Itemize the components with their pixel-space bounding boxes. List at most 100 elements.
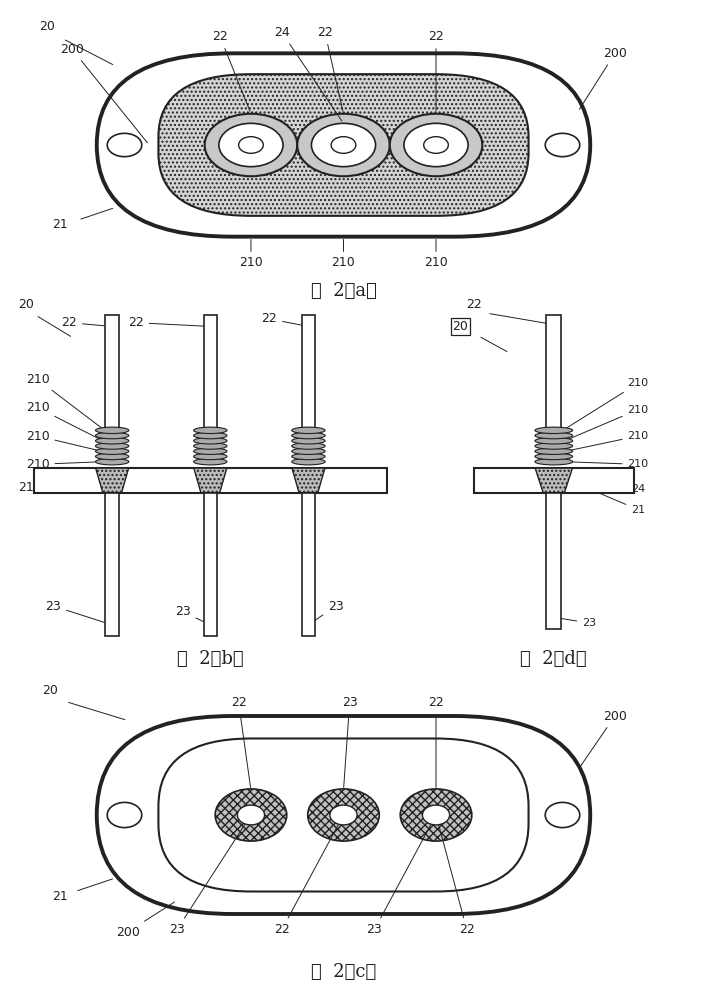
Text: 21: 21: [52, 890, 67, 904]
Text: 22: 22: [231, 696, 250, 788]
Circle shape: [297, 114, 390, 176]
Ellipse shape: [535, 427, 573, 434]
Text: 22: 22: [317, 26, 343, 111]
Ellipse shape: [193, 453, 227, 460]
Text: 210: 210: [424, 256, 448, 269]
Ellipse shape: [535, 443, 573, 449]
Ellipse shape: [292, 453, 325, 460]
Ellipse shape: [95, 458, 129, 465]
Ellipse shape: [535, 432, 573, 439]
FancyBboxPatch shape: [97, 53, 590, 237]
Circle shape: [205, 114, 297, 176]
Ellipse shape: [292, 438, 325, 444]
Circle shape: [390, 114, 482, 176]
Text: 21: 21: [52, 218, 67, 231]
Circle shape: [308, 789, 379, 841]
Circle shape: [107, 133, 142, 157]
Text: 22: 22: [428, 696, 444, 787]
Ellipse shape: [193, 438, 227, 444]
Bar: [546, 315, 562, 428]
Circle shape: [404, 123, 468, 167]
Circle shape: [423, 137, 449, 153]
Ellipse shape: [292, 443, 325, 449]
Text: 200: 200: [580, 47, 627, 109]
Circle shape: [545, 133, 580, 157]
Text: 22: 22: [261, 312, 306, 326]
Text: 200: 200: [116, 902, 175, 938]
Text: 24: 24: [304, 467, 343, 480]
Text: 210: 210: [26, 430, 109, 453]
Circle shape: [215, 789, 287, 841]
Text: 210: 210: [26, 458, 109, 471]
Circle shape: [330, 805, 357, 825]
Text: 210: 210: [556, 378, 648, 435]
Ellipse shape: [292, 448, 325, 454]
Text: 图  2（b）: 图 2（b）: [177, 650, 244, 668]
Circle shape: [545, 802, 580, 828]
Bar: [301, 493, 315, 636]
Ellipse shape: [193, 458, 227, 465]
Text: 23: 23: [367, 817, 435, 936]
Text: 22: 22: [128, 316, 207, 329]
Text: 20: 20: [18, 298, 34, 311]
Text: 21: 21: [18, 481, 34, 494]
Text: 22: 22: [61, 316, 109, 329]
Circle shape: [311, 123, 376, 167]
Text: 210: 210: [26, 401, 109, 444]
Polygon shape: [95, 468, 129, 493]
Text: 23: 23: [175, 605, 207, 624]
Text: 20: 20: [39, 20, 55, 33]
Text: 21: 21: [578, 484, 645, 515]
Bar: [105, 315, 119, 428]
Text: 22: 22: [212, 30, 250, 111]
Text: 200: 200: [580, 710, 627, 768]
Bar: [34, 468, 387, 493]
FancyBboxPatch shape: [158, 74, 529, 216]
Polygon shape: [535, 468, 573, 493]
Circle shape: [238, 137, 264, 153]
Ellipse shape: [95, 453, 129, 460]
Text: 210: 210: [557, 431, 648, 453]
Circle shape: [423, 805, 449, 825]
Text: 20: 20: [453, 320, 468, 333]
FancyBboxPatch shape: [158, 738, 529, 892]
Bar: [203, 315, 217, 428]
Text: 200: 200: [60, 43, 147, 143]
Bar: [474, 468, 634, 493]
Bar: [546, 493, 562, 629]
Text: 22: 22: [437, 818, 475, 936]
Bar: [105, 493, 119, 636]
Text: 20: 20: [43, 684, 58, 696]
Text: 210: 210: [557, 459, 648, 469]
Text: 23: 23: [169, 817, 250, 936]
Circle shape: [400, 789, 472, 841]
Ellipse shape: [95, 448, 129, 454]
Text: 23: 23: [557, 618, 597, 628]
Bar: [203, 493, 217, 636]
Text: 图  2（c）: 图 2（c）: [311, 964, 376, 982]
Ellipse shape: [95, 438, 129, 444]
Ellipse shape: [535, 458, 573, 465]
Text: 22: 22: [466, 298, 482, 311]
Text: 22: 22: [428, 30, 444, 111]
Ellipse shape: [535, 453, 573, 460]
Ellipse shape: [535, 438, 573, 444]
Text: 图  2（d）: 图 2（d）: [520, 650, 587, 668]
Ellipse shape: [95, 427, 129, 434]
Ellipse shape: [95, 443, 129, 449]
Ellipse shape: [292, 427, 325, 434]
Text: 22: 22: [274, 817, 342, 936]
Text: 210: 210: [332, 256, 355, 269]
Text: 210: 210: [557, 405, 648, 444]
Text: 23: 23: [311, 599, 343, 623]
Ellipse shape: [193, 432, 227, 439]
Circle shape: [331, 137, 356, 153]
Ellipse shape: [193, 448, 227, 454]
Bar: [34, 468, 387, 493]
Text: 210: 210: [26, 373, 110, 434]
Ellipse shape: [292, 432, 325, 439]
Ellipse shape: [193, 443, 227, 449]
Polygon shape: [292, 468, 325, 493]
Ellipse shape: [535, 448, 573, 454]
Bar: [474, 468, 634, 493]
